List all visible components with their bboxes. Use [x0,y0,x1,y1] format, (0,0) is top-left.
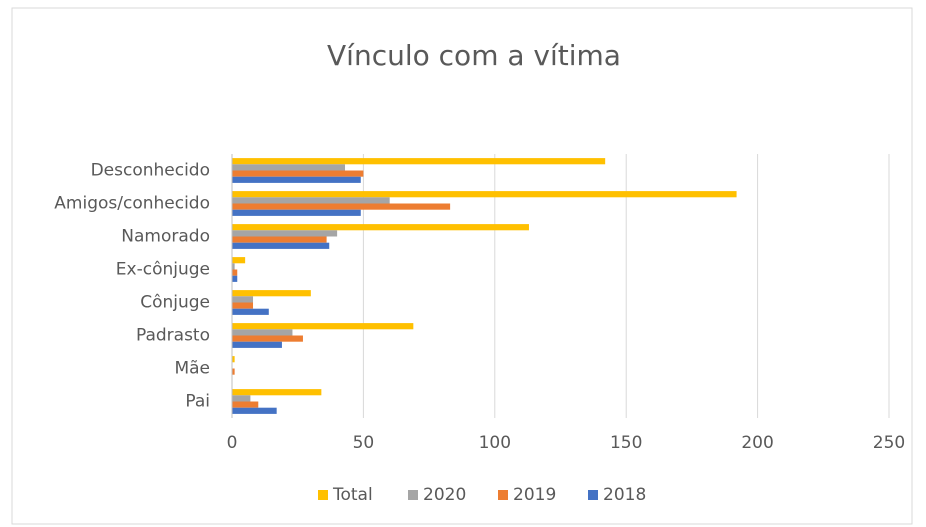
bar [232,368,235,375]
y-tick-label: Pai [185,392,210,412]
legend-swatch [408,490,418,500]
bar [232,197,390,204]
bar [232,296,254,303]
bar [232,191,737,198]
bar [232,164,346,171]
y-tick-label: Mãe [174,359,210,379]
x-tick-label: 200 [741,433,773,453]
bar [232,335,303,342]
chart-title: Vínculo com a vítima [327,39,621,72]
bar [232,275,238,282]
bar [232,323,414,330]
bar [232,209,361,216]
x-tick-label: 250 [873,433,905,453]
chart-border [11,7,913,525]
bar [232,329,293,336]
bar [232,230,338,237]
bar [232,308,269,315]
bar [232,395,251,402]
legend-label: 2018 [603,485,646,505]
legend-swatch [588,490,598,500]
bar [232,401,259,408]
y-tick-label: Desconhecido [91,161,210,181]
bar [232,176,361,183]
x-tick-label: 150 [610,433,642,453]
y-tick-label: Namorado [121,227,210,247]
y-tick-label: Amigos/conhecido [54,194,210,214]
bar [232,269,238,276]
y-tick-label: Cônjuge [140,293,210,313]
y-tick-label: Ex-cônjuge [116,260,210,280]
bar [232,242,330,249]
bar [232,236,327,243]
y-tick-label: Padrasto [136,326,210,346]
bar [232,203,451,210]
bar [232,257,246,264]
x-tick-label: 0 [227,433,238,453]
bar [232,407,277,414]
legend-label: Total [332,485,373,505]
bar [232,158,606,165]
legend-swatch [498,490,508,500]
bar [232,263,235,270]
x-tick-label: 50 [353,433,375,453]
legend-label: 2019 [513,485,556,505]
legend-swatch [318,490,328,500]
legend-label: 2020 [423,485,466,505]
bar [232,389,322,396]
bar [232,170,364,177]
x-tick-label: 100 [479,433,511,453]
bar [232,290,311,297]
bar [232,302,254,309]
bar [232,341,282,348]
bar [232,356,235,363]
bar [232,224,529,231]
